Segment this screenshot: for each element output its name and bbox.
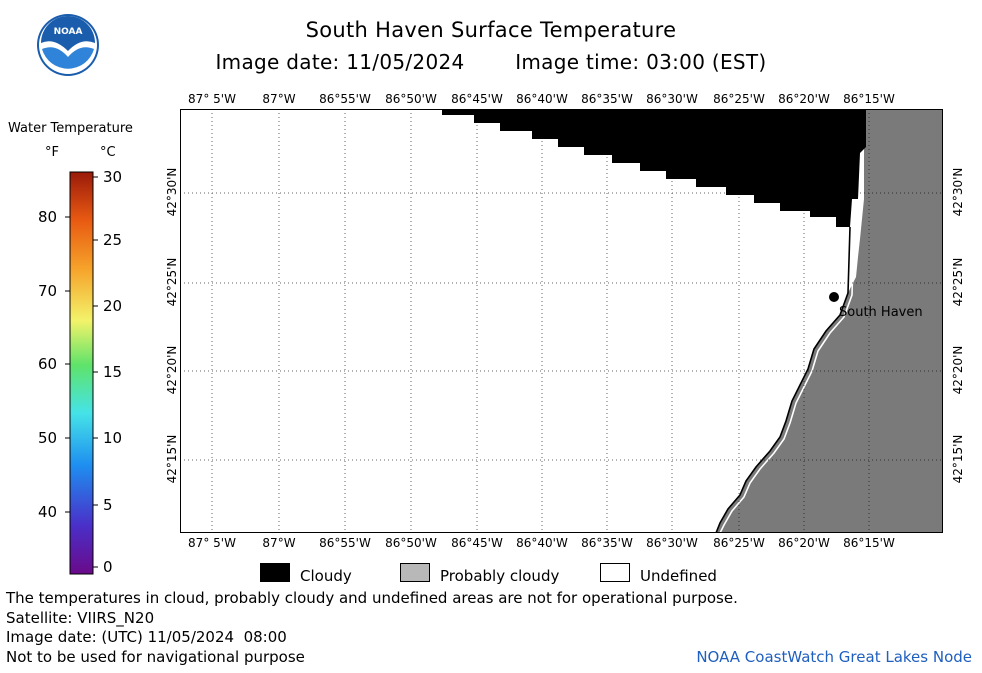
bottom-longitude-label: 86°40'W <box>516 536 568 550</box>
legend-undefined-swatch <box>600 563 630 582</box>
top-longitude-label: 86°25'W <box>713 92 765 106</box>
map-title: South Haven Surface Temperature <box>305 18 677 42</box>
top-longitude-label: 86°35'W <box>581 92 633 106</box>
bottom-longitude-label: 86°30'W <box>646 536 698 550</box>
image-date: Image date: 11/05/2024 <box>215 50 465 74</box>
left-latitude-label: 42°15'N <box>165 434 179 484</box>
unit-celsius: °C <box>100 145 116 160</box>
fahrenheit-tick-label: 70 <box>38 282 58 300</box>
image-time: Image time: 03:00 (EST) <box>515 50 767 74</box>
disclaimer-text: The temperatures in cloud, probably clou… <box>6 589 738 607</box>
right-latitude-label: 42°20'N <box>951 345 965 395</box>
probably-cloudy-area <box>716 109 943 533</box>
coastline-highlight <box>719 226 855 533</box>
credit-text[interactable]: NOAA CoastWatch Great Lakes Node <box>696 648 972 666</box>
top-longitude-label: 86°40'W <box>516 92 568 106</box>
celsius-tick-label: 0 <box>103 558 113 576</box>
legend-probably-cloudy-swatch <box>400 563 430 582</box>
logo-text: NOAA <box>54 27 83 37</box>
utc-date-text: Image date: (UTC) 11/05/2024 08:00 <box>6 628 287 646</box>
image-info: Image date: 11/05/2024 Image time: 03:00… <box>0 50 982 74</box>
top-longitude-label: 86°45'W <box>451 92 503 106</box>
scale-title: Water Temperature <box>8 121 133 136</box>
fahrenheit-tick-label: 60 <box>38 355 58 373</box>
bottom-longitude-label: 86°15'W <box>843 536 895 550</box>
left-latitude-label: 42°30'N <box>165 167 179 217</box>
fahrenheit-tick-label: 50 <box>38 429 58 447</box>
cloudy-area <box>442 109 866 227</box>
right-latitude-label: 42°30'N <box>951 167 965 217</box>
left-latitude-label: 42°20'N <box>165 345 179 395</box>
legend-cloudy-label: Cloudy <box>300 567 352 585</box>
celsius-tick-label: 25 <box>103 231 123 249</box>
legend-cloudy-swatch <box>260 563 290 582</box>
top-longitude-label: 86°15'W <box>843 92 895 106</box>
left-latitude-label: 42°25'N <box>165 257 179 307</box>
celsius-tick-label: 30 <box>103 168 123 186</box>
bottom-longitude-label: 86°35'W <box>581 536 633 550</box>
legend-undefined-label: Undefined <box>640 567 717 585</box>
right-latitude-label: 42°25'N <box>951 257 965 307</box>
top-longitude-label: 87°W <box>262 92 296 106</box>
place-label: South Haven <box>839 305 923 320</box>
navigation-warning: Not to be used for navigational purpose <box>6 648 305 666</box>
right-latitude-label: 42°15'N <box>951 434 965 484</box>
top-longitude-label: 86°55'W <box>319 92 371 106</box>
graticule <box>180 109 943 533</box>
bottom-longitude-label: 87° 5'W <box>188 536 236 550</box>
celsius-tick-label: 5 <box>103 496 113 514</box>
celsius-tick-label: 15 <box>103 363 123 381</box>
south-haven-marker[interactable] <box>829 292 839 302</box>
noaa-logo-icon: NOAA <box>37 14 99 76</box>
color-scale-bar <box>65 171 98 575</box>
top-longitude-label: 86°30'W <box>646 92 698 106</box>
top-longitude-label: 87° 5'W <box>188 92 236 106</box>
bottom-longitude-label: 86°45'W <box>451 536 503 550</box>
celsius-tick-label: 10 <box>103 429 123 447</box>
top-longitude-label: 86°20'W <box>778 92 830 106</box>
fahrenheit-tick-label: 80 <box>38 208 58 226</box>
bottom-longitude-label: 86°20'W <box>778 536 830 550</box>
bottom-longitude-label: 86°55'W <box>319 536 371 550</box>
satellite-text: Satellite: VIIRS_N20 <box>6 609 155 627</box>
map-frame <box>180 109 943 533</box>
unit-fahrenheit: °F <box>45 145 59 160</box>
celsius-tick-label: 20 <box>103 297 123 315</box>
temperature-map[interactable]: South Haven <box>180 109 943 533</box>
legend-probably-cloudy-label: Probably cloudy <box>440 567 560 585</box>
coastline <box>715 226 851 533</box>
fahrenheit-tick-label: 40 <box>38 503 58 521</box>
top-longitude-label: 86°50'W <box>385 92 437 106</box>
bottom-longitude-label: 86°25'W <box>713 536 765 550</box>
bottom-longitude-label: 87°W <box>262 536 296 550</box>
bottom-longitude-label: 86°50'W <box>385 536 437 550</box>
